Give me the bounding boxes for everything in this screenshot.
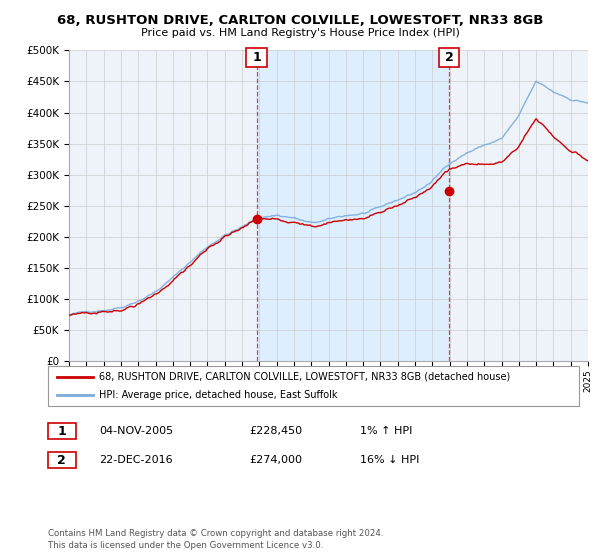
Text: 16% ↓ HPI: 16% ↓ HPI bbox=[360, 455, 419, 465]
Text: 22-DEC-2016: 22-DEC-2016 bbox=[99, 455, 173, 465]
Text: Contains HM Land Registry data © Crown copyright and database right 2024.
This d: Contains HM Land Registry data © Crown c… bbox=[48, 529, 383, 550]
Text: 68, RUSHTON DRIVE, CARLTON COLVILLE, LOWESTOFT, NR33 8GB: 68, RUSHTON DRIVE, CARLTON COLVILLE, LOW… bbox=[57, 14, 543, 27]
Text: Price paid vs. HM Land Registry's House Price Index (HPI): Price paid vs. HM Land Registry's House … bbox=[140, 28, 460, 38]
Text: 1: 1 bbox=[58, 424, 66, 438]
Text: £228,450: £228,450 bbox=[249, 426, 302, 436]
Text: 1% ↑ HPI: 1% ↑ HPI bbox=[360, 426, 412, 436]
Text: 2: 2 bbox=[445, 50, 454, 64]
Text: HPI: Average price, detached house, East Suffolk: HPI: Average price, detached house, East… bbox=[99, 390, 337, 400]
Bar bbox=[257, 50, 449, 361]
Text: 2: 2 bbox=[58, 454, 66, 467]
Text: £274,000: £274,000 bbox=[249, 455, 302, 465]
Text: 1: 1 bbox=[252, 50, 261, 64]
Text: 68, RUSHTON DRIVE, CARLTON COLVILLE, LOWESTOFT, NR33 8GB (detached house): 68, RUSHTON DRIVE, CARLTON COLVILLE, LOW… bbox=[99, 372, 510, 382]
Text: 04-NOV-2005: 04-NOV-2005 bbox=[99, 426, 173, 436]
